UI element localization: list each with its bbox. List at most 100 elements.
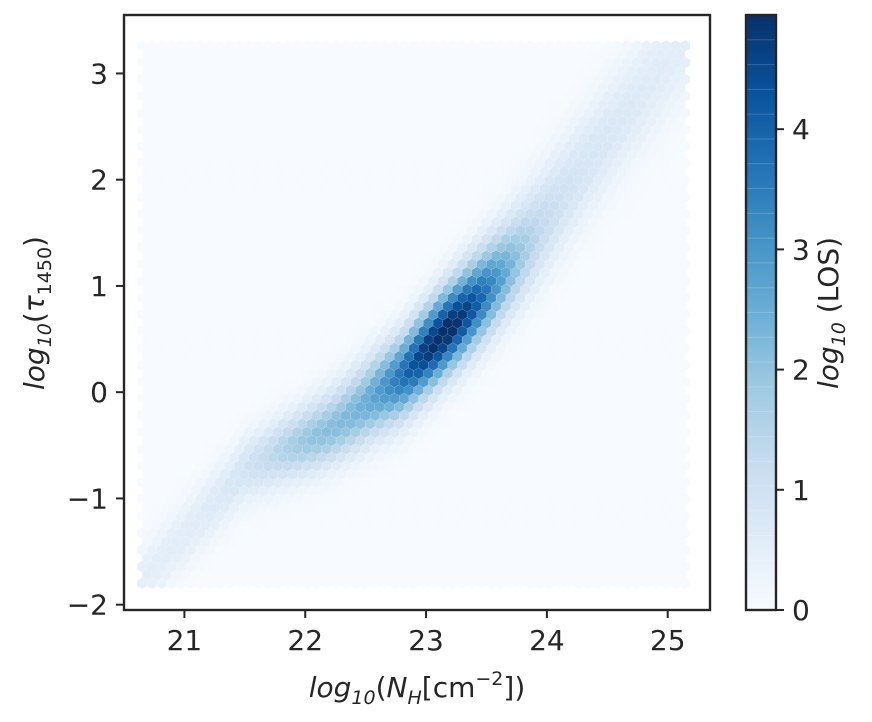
hexbin-cell	[234, 241, 244, 253]
hexbin-cell	[486, 510, 497, 522]
hexbin-cell	[622, 477, 632, 489]
hexbin-cell	[510, 569, 521, 581]
hexbin-cell	[336, 216, 346, 228]
hexbin-cell	[190, 233, 201, 245]
hexbin-cell	[384, 199, 395, 211]
hexbin-cell	[176, 124, 186, 136]
hexbin-cell	[229, 166, 240, 178]
hexbin-cell	[200, 48, 210, 60]
hexbin-cell	[379, 577, 390, 589]
hexbin-cell	[607, 401, 618, 413]
hexbin-cell	[462, 149, 472, 161]
hexbin-cell	[190, 250, 201, 262]
hexbin-cell	[176, 443, 186, 455]
hexbin-cell	[336, 149, 346, 161]
hexbin-cell	[384, 233, 395, 245]
hexbin-cell	[166, 426, 177, 438]
hexbin-cell	[248, 115, 259, 127]
hexbin-cell	[627, 569, 637, 581]
hexbin-cell	[413, 250, 424, 262]
hexbin-cell	[379, 57, 390, 69]
hexbin-cell	[200, 267, 210, 279]
hexbin-cell	[277, 317, 288, 329]
hexbin-cell	[370, 191, 380, 203]
hexbin-cell	[680, 577, 691, 589]
hexbin-cell	[205, 107, 215, 119]
hexbin-cell	[210, 183, 220, 195]
hexbin-cell	[234, 40, 244, 52]
hexbin-cell	[598, 317, 608, 329]
hexbin-cell	[612, 426, 623, 438]
hexbin-cell	[433, 216, 443, 228]
hexbin-cell	[389, 57, 400, 69]
hexbin-cell	[418, 40, 429, 52]
hexbin-cell	[302, 325, 312, 337]
hexbin-cell	[510, 451, 521, 463]
hexbin-cell	[404, 82, 414, 94]
hexbin-cell	[370, 241, 380, 253]
hexbin-cell	[452, 485, 463, 497]
hexbin-cell	[302, 342, 312, 354]
hexbin-cell	[438, 527, 448, 539]
hexbin-cell	[501, 451, 511, 463]
hexbin-cell	[573, 443, 584, 455]
hexbin-cell	[224, 393, 235, 405]
hexbin-cell	[321, 57, 332, 69]
hexbin-cell	[622, 493, 632, 505]
hexbin-cell	[374, 216, 385, 228]
hexbin-cell	[205, 225, 215, 237]
hexbin-cell	[389, 510, 400, 522]
hexbin-cell	[661, 275, 671, 287]
hexbin-cell	[234, 309, 244, 321]
hexbin-cell	[496, 493, 506, 505]
hexbin-cell	[457, 124, 468, 136]
hexbin-cell	[360, 157, 371, 169]
hexbin-cell	[273, 225, 283, 237]
hexbin-cell	[316, 535, 327, 547]
hexbin-cell	[360, 191, 371, 203]
hexbin-cell	[476, 107, 487, 119]
hexbin-cell	[399, 157, 409, 169]
hexbin-cell	[680, 342, 691, 354]
hexbin-cell	[636, 535, 647, 547]
hexbin-cell	[467, 493, 477, 505]
hexbin-cell	[622, 409, 632, 421]
hexbin-cell	[559, 418, 569, 430]
hexbin-cell	[467, 477, 477, 489]
hexbin-cell	[467, 157, 477, 169]
hexbin-cell	[345, 267, 356, 279]
hexbin-cell	[297, 317, 307, 329]
hexbin-cell	[185, 409, 196, 421]
hexbin-cell	[341, 309, 351, 321]
hexbin-cell	[573, 426, 584, 438]
hexbin-cell	[408, 477, 419, 489]
hexbin-cell	[277, 99, 288, 111]
hexbin-cell	[568, 418, 579, 430]
hexbin-cell	[544, 577, 555, 589]
hexbin-cell	[413, 502, 424, 514]
hexbin-cell	[195, 342, 206, 354]
hexbin-cell	[180, 418, 191, 430]
hexbin-cell	[180, 115, 191, 127]
hexbin-cell	[287, 132, 298, 144]
hexbin-cell	[210, 300, 220, 312]
hexbin-cell	[195, 325, 206, 337]
hexbin-cell	[195, 426, 206, 438]
hexbin-cell	[636, 569, 647, 581]
hexbin-cell	[491, 48, 501, 60]
hexbin-cell	[180, 199, 191, 211]
hexbin-cell	[505, 510, 516, 522]
hexbin-cell	[282, 57, 293, 69]
hexbin-cell	[224, 191, 235, 203]
hexbin-cell	[559, 485, 569, 497]
y-tick-label: 1	[90, 270, 108, 303]
hexbin-cell	[394, 149, 404, 161]
hexbin-cell	[423, 552, 434, 564]
hexbin-cell	[389, 527, 400, 539]
hexbin-cell	[195, 157, 206, 169]
hexbin-cell	[171, 435, 181, 447]
hexbin-cell	[282, 208, 293, 220]
hexbin-cell	[515, 477, 526, 489]
hexbin-cell	[268, 216, 278, 228]
hexbin-cell	[520, 502, 531, 514]
